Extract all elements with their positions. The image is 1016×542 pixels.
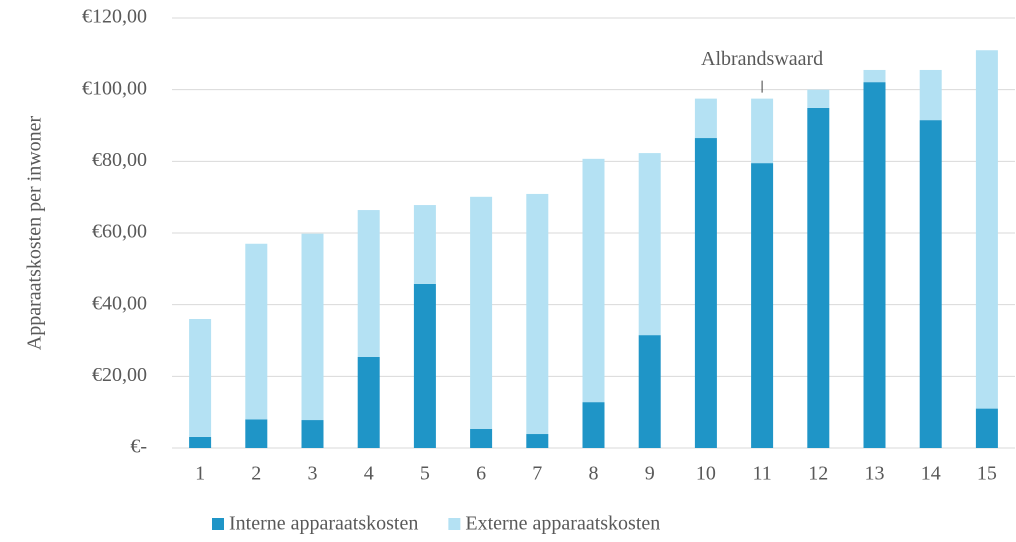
bar-segment [357,210,380,357]
bar-segment [919,69,942,121]
bar-segment [694,98,717,139]
x-tick-label: 7 [532,463,542,485]
x-tick-label: 2 [251,463,261,485]
bar-segment [751,163,774,448]
bar-segment [245,243,268,420]
x-tick-label: 15 [977,463,997,485]
x-tick-label: 6 [476,463,486,485]
bar-segment [413,283,436,448]
bar-segment [413,205,436,284]
bar-segment [638,335,661,448]
y-axis-label: Apparaatskosten per inwoner [24,115,46,350]
legend-label: Interne apparaatskosten [229,513,418,535]
bar-segment [975,50,998,409]
y-tick-label: €20,00 [92,364,147,386]
annotation: Albrandswaard [701,48,823,70]
x-tick-label: 3 [308,463,318,485]
bar-segment [975,408,998,448]
y-tick-label: €80,00 [92,149,147,171]
y-tick-label: €40,00 [92,292,147,314]
legend-swatch [448,518,461,530]
y-tick-label: €- [130,436,147,458]
bar-segment [526,434,549,448]
x-tick-label: 4 [364,463,374,485]
x-tick-label: 12 [808,463,828,485]
bar-segment [526,193,549,435]
x-tick-label: 14 [921,463,941,485]
bar-segment [189,436,212,448]
legend-swatch [212,518,224,530]
bar-segment [301,420,324,448]
bar-segment [751,98,774,164]
x-tick-label: 10 [696,463,716,485]
y-tick-label: €60,00 [92,221,147,243]
bar-segment [919,120,942,448]
x-tick-label: 11 [752,463,771,485]
y-tick-label: €100,00 [82,77,147,99]
bar-segment [582,158,605,403]
x-tick-label: 5 [420,463,430,485]
y-tick-label: €120,00 [82,6,147,28]
bar-segment [301,233,324,421]
bar-segment [863,69,886,83]
x-tick-label: 8 [589,463,599,485]
legend-label: Externe apparaatskosten [465,513,660,535]
bar-segment [357,356,380,448]
x-tick-label: 9 [645,463,655,485]
bar-segment [807,107,830,449]
bar-segment [863,82,886,449]
bar-segment [189,319,212,437]
bar-segment [694,138,717,448]
x-tick-label: 1 [195,463,205,485]
bar-segment [582,402,605,448]
x-tick-label: 13 [865,463,885,485]
bar-segment [470,429,493,448]
bar-segment [245,419,268,448]
bar-segment [807,89,830,108]
bar-segment [470,196,493,430]
bar-segment [638,153,661,336]
